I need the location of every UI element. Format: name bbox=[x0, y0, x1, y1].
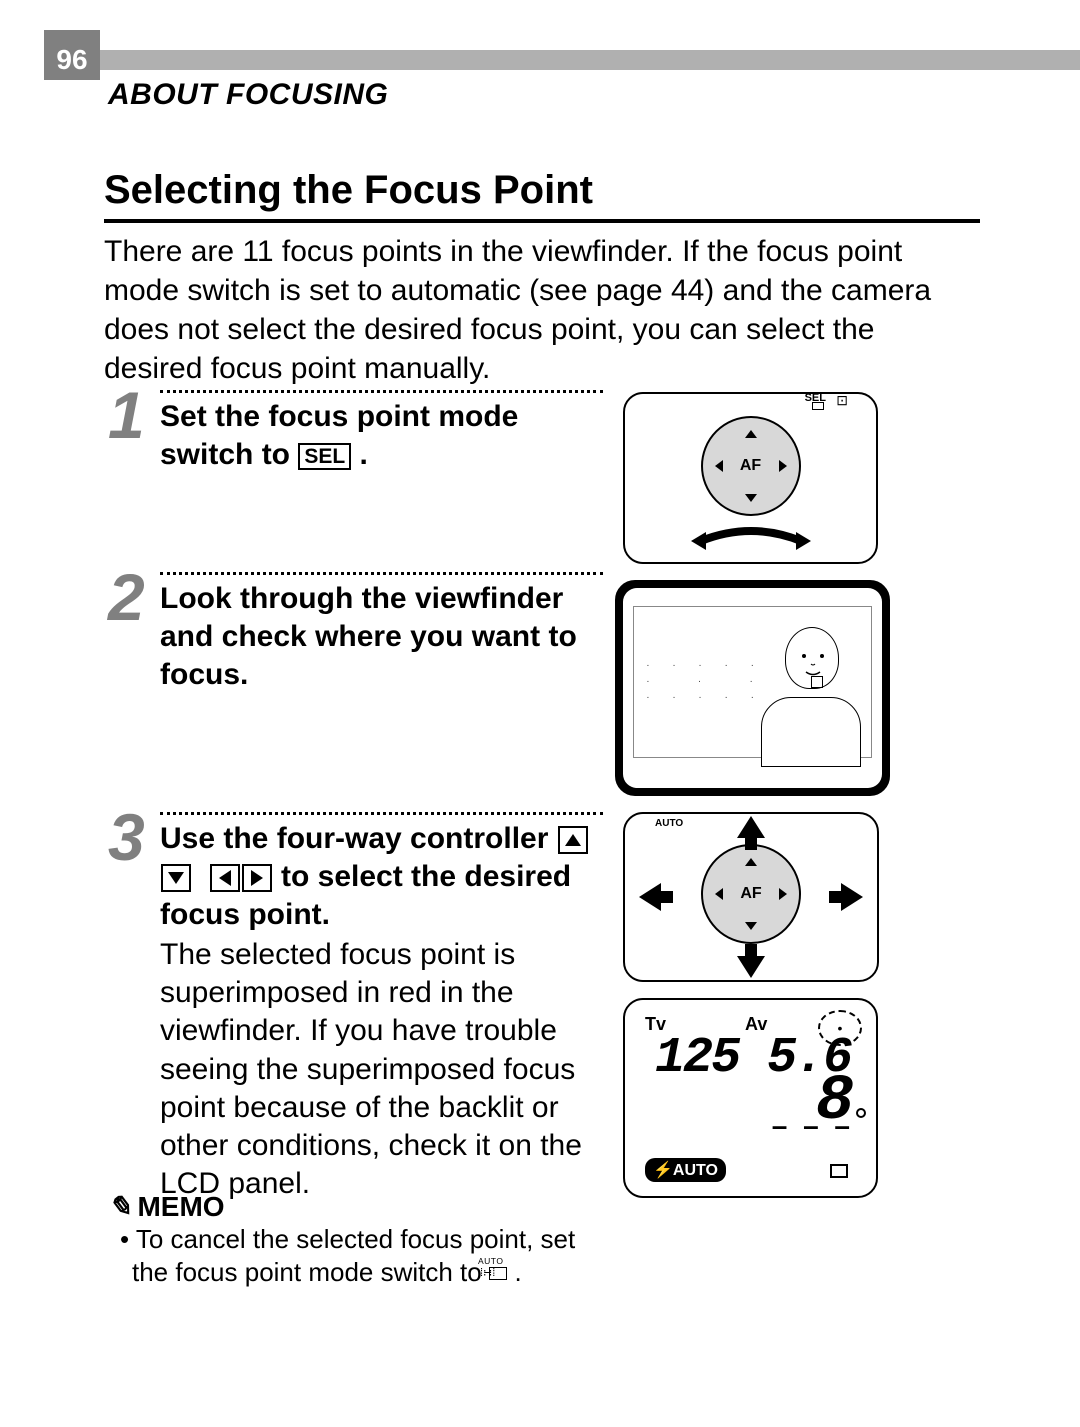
step-3: 3 Use the four-way controller to select … bbox=[108, 820, 603, 1203]
af-label: AF bbox=[740, 885, 761, 903]
illustration-lcd-panel: Tv Av 125 5.6 8 – – – ⚡AUTO bbox=[623, 998, 878, 1198]
viewfinder-info-bar: 125 F8.0 bbox=[617, 770, 888, 788]
af-dial: AF bbox=[701, 416, 801, 516]
big-arrow-down-icon bbox=[737, 956, 765, 978]
arrow-left-icon bbox=[210, 864, 240, 892]
lcd-square-icon bbox=[830, 1164, 848, 1178]
dial-arrow-right-icon bbox=[779, 460, 787, 472]
step-1-text-b: . bbox=[351, 438, 368, 471]
memo-label-text: MEMO bbox=[137, 1191, 224, 1222]
viewfinder-frame: · · · · ·· · ·· · · · · bbox=[633, 606, 872, 758]
lcd-dashes: – – – bbox=[772, 1110, 854, 1142]
pencil-icon: ✎ bbox=[108, 1191, 131, 1222]
dial-arrow-left-icon bbox=[715, 888, 723, 900]
arrow-right-icon bbox=[242, 864, 272, 892]
memo-text-b: . bbox=[507, 1257, 521, 1287]
sel-box-icon: SEL bbox=[298, 443, 351, 470]
lcd-flash-auto-badge: ⚡AUTO bbox=[645, 1158, 726, 1182]
af-label: AF bbox=[740, 457, 761, 475]
step-1-text: Set the focus point mode switch to SEL . bbox=[160, 398, 603, 474]
big-arrow-left-icon bbox=[639, 883, 661, 911]
arrow-up-icon bbox=[558, 826, 588, 854]
step-2: 2 Look through the viewfinder and check … bbox=[108, 580, 603, 694]
af-dial: AF bbox=[701, 844, 801, 944]
step-1: 1 Set the focus point mode switch to SEL… bbox=[108, 398, 603, 474]
dial-arrow-right-icon bbox=[779, 888, 787, 900]
top-gray-bar bbox=[100, 50, 1080, 70]
dial-arrow-down-icon bbox=[745, 922, 757, 930]
dotted-rule bbox=[160, 572, 603, 575]
dial-arrow-up-icon bbox=[745, 430, 757, 438]
sel-switch-mark bbox=[812, 402, 824, 410]
step-2-number: 2 bbox=[108, 559, 145, 635]
big-arrow-up-icon bbox=[737, 816, 765, 838]
memo-text: To cancel the selected focus point, set … bbox=[120, 1223, 603, 1288]
section-header: ABOUT FOCUSING bbox=[108, 78, 388, 112]
sel-dash-icon: ⊡ bbox=[836, 392, 848, 409]
page-title: Selecting the Focus Point bbox=[104, 168, 980, 223]
selected-focus-box-icon bbox=[811, 676, 823, 688]
step-2-text: Look through the viewfinder and check wh… bbox=[160, 580, 603, 694]
lcd-small-circle-icon bbox=[856, 1108, 866, 1118]
dial-arrow-left-icon bbox=[715, 460, 723, 472]
memo-section: ✎MEMO To cancel the selected focus point… bbox=[108, 1190, 603, 1288]
step-3-bold-a: Use the four-way controller bbox=[160, 822, 557, 855]
dotted-rule bbox=[160, 812, 603, 815]
dial-arrow-up-icon bbox=[745, 858, 757, 866]
step-3-number: 3 bbox=[108, 799, 145, 875]
auto-label: AUTO bbox=[655, 818, 683, 829]
arrow-down-icon bbox=[161, 864, 191, 892]
step-1-number: 1 bbox=[108, 377, 145, 453]
intro-paragraph: There are 11 focus points in the viewfin… bbox=[104, 232, 976, 388]
page-number-tab: 96 bbox=[44, 30, 100, 80]
step-3-bold: Use the four-way controller to select th… bbox=[160, 820, 603, 934]
rotate-arrow-icon bbox=[686, 526, 816, 556]
focus-points-array: · · · · ·· · ·· · · · · bbox=[646, 658, 764, 706]
dial-arrow-down-icon bbox=[745, 494, 757, 502]
step-3-plain: The selected focus point is superimposed… bbox=[160, 936, 603, 1203]
illustration-four-way: AUTO AF bbox=[623, 812, 879, 982]
big-arrow-right-icon bbox=[841, 883, 863, 911]
illustration-viewfinder: · · · · ·· · ·· · · · · 125 F8.0 bbox=[615, 580, 890, 796]
dotted-rule bbox=[160, 390, 603, 393]
illustration-sel-switch: SEL ⊡ AF bbox=[623, 392, 878, 564]
person-body bbox=[761, 697, 861, 767]
auto-mode-icon: ⁞∺⁞ bbox=[489, 1267, 507, 1280]
memo-label: ✎MEMO bbox=[108, 1190, 603, 1223]
